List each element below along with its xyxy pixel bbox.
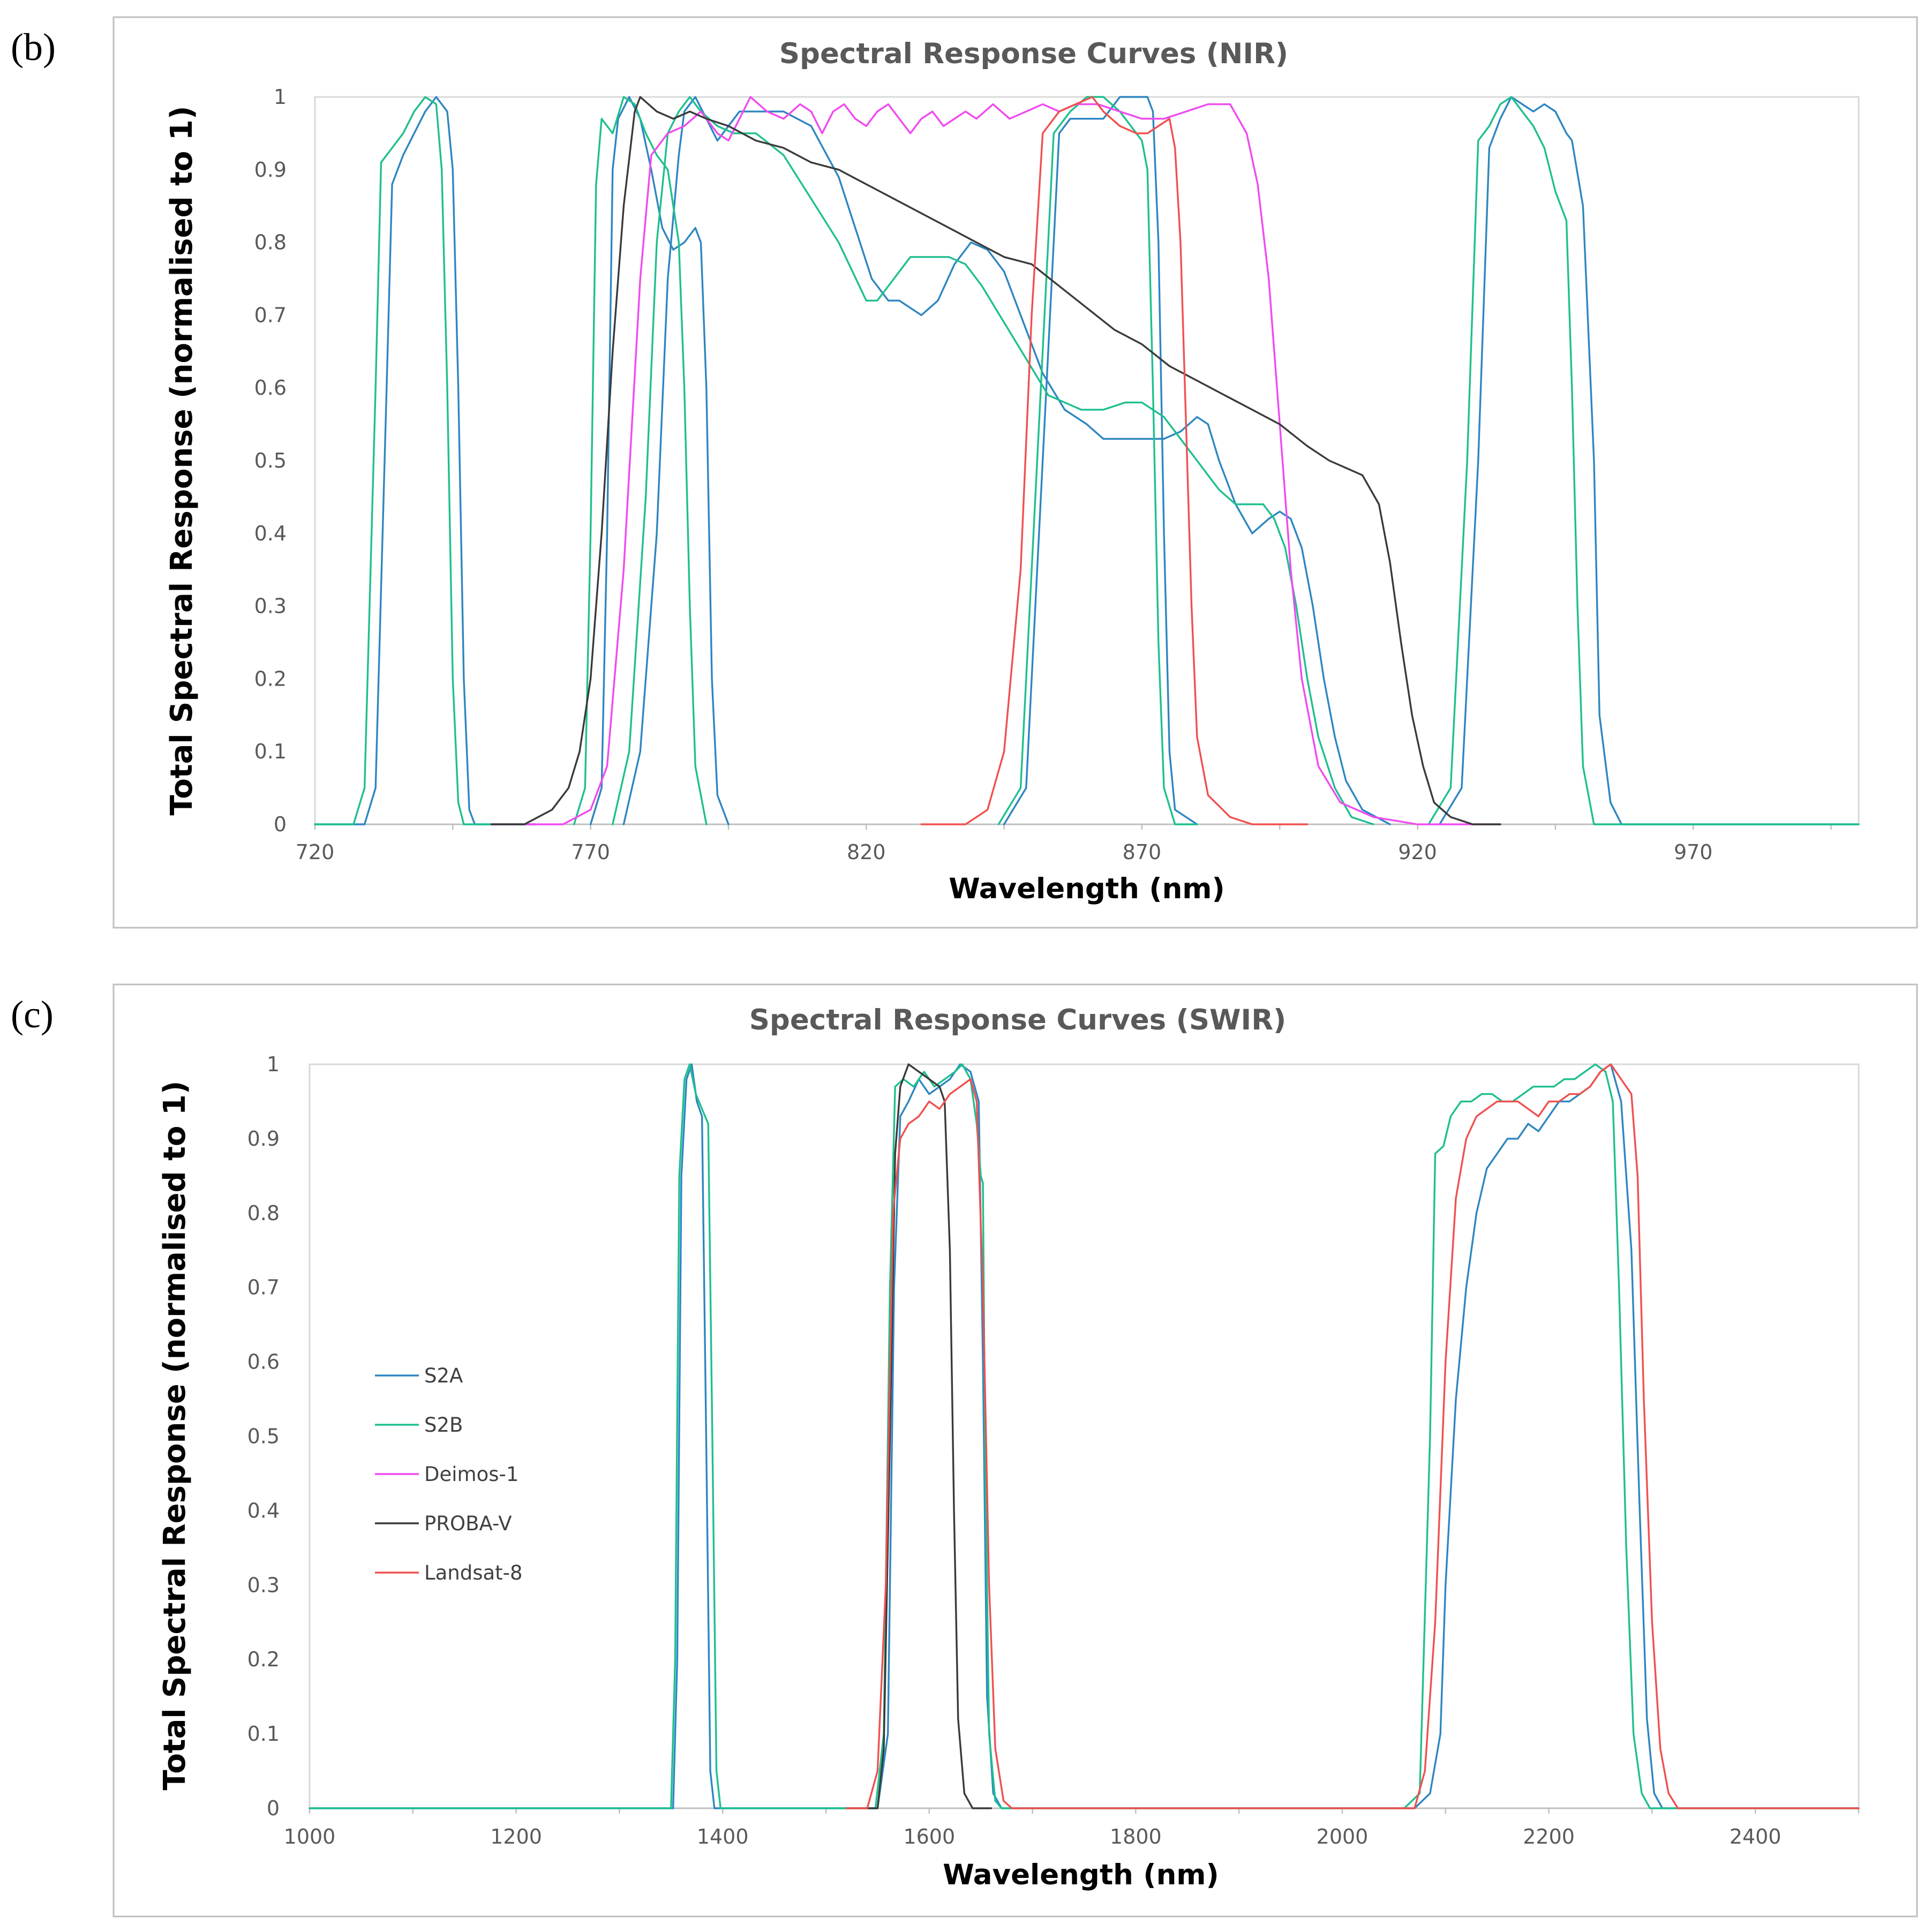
nir-x-tick-label: 770 — [571, 840, 610, 864]
swir-series-s2b — [309, 1063, 1860, 1809]
nir-chart-title: Spectral Response Curves (NIR) — [779, 37, 1288, 70]
legend-label-s2a: S2A — [424, 1364, 463, 1387]
swir-x-tick-label: 1000 — [284, 1825, 336, 1848]
nir-x-tick-label: 920 — [1398, 840, 1437, 864]
swir-x-tick-label: 1200 — [490, 1825, 542, 1848]
swir-y-tick-label: 0.5 — [247, 1425, 280, 1448]
nir-series-s2a — [622, 96, 1391, 825]
swir-y-tick-label: 0.4 — [247, 1499, 280, 1522]
swir-series-landsat-8 — [845, 1063, 1860, 1809]
swir-chart-frame — [112, 983, 1918, 1918]
swir-y-tick-label: 0.2 — [247, 1648, 280, 1671]
nir-series-s2a — [314, 96, 537, 825]
swir-x-tick-label: 2200 — [1523, 1825, 1575, 1848]
nir-y-tick-label: 0.1 — [254, 740, 287, 763]
swir-series — [309, 1063, 1860, 1809]
nir-y-tick-label: 0.7 — [254, 303, 287, 327]
swir-y-axis-title: Total Spectral Response (normalised to 1… — [157, 1081, 192, 1791]
swir-y-tick-label: 0.9 — [247, 1127, 280, 1151]
swir-x-tick-label: 2400 — [1730, 1825, 1781, 1848]
nir-series-s2b — [997, 96, 1198, 825]
nir-y-tick-label: 0 — [274, 813, 287, 836]
nir-series-s2b — [573, 96, 708, 825]
nir-series-s2a — [1439, 96, 1860, 825]
swir-y-tick-label: 0.7 — [247, 1276, 280, 1299]
nir-x-tick-label: 820 — [847, 840, 886, 864]
nir-y-tick-label: 0.6 — [254, 376, 287, 400]
swir-y-tick-label: 1 — [267, 1053, 280, 1076]
swir-chart-title: Spectral Response Curves (SWIR) — [749, 1004, 1287, 1036]
swir-y-tick-label: 0.3 — [247, 1573, 280, 1597]
legend: S2A S2B Deimos-1 PROBA-V Landsat-8 — [375, 1364, 523, 1584]
nir-ticks: 0 0.1 0.2 0.3 0.4 0.5 0.6 0.7 0.8 0.9 1 720 770 820 87… — [254, 85, 1832, 864]
nir-series — [314, 96, 1860, 825]
nir-series-landsat-8 — [920, 96, 1309, 825]
nir-series-s2b — [1427, 96, 1860, 825]
nir-x-tick-label: 870 — [1123, 840, 1162, 864]
nir-y-tick-label: 0.3 — [254, 595, 287, 618]
legend-label-proba-v: PROBA-V — [424, 1512, 512, 1535]
nir-y-tick-label: 0.8 — [254, 231, 287, 254]
nir-series-s2b — [314, 96, 537, 825]
nir-y-axis-title: Total Spectral Response (normalised to 1… — [164, 106, 199, 816]
swir-x-axis-title: Wavelength (nm) — [943, 1859, 1219, 1891]
swir-y-tick-label: 0.8 — [247, 1201, 280, 1225]
nir-y-tick-label: 0.2 — [254, 667, 287, 690]
nir-y-tick-label: 0.5 — [254, 449, 287, 472]
swir-x-tick-label: 1600 — [903, 1825, 955, 1848]
swir-x-tick-label: 1800 — [1110, 1825, 1162, 1848]
panel-label-c: (c) — [11, 993, 54, 1036]
nir-y-tick-label: 1 — [274, 85, 287, 109]
nir-x-tick-label: 970 — [1674, 840, 1713, 864]
panel-label-b: (b) — [11, 26, 56, 69]
swir-x-tick-label: 2000 — [1317, 1825, 1369, 1848]
nir-series-s2a — [589, 96, 730, 825]
nir-chart-frame — [112, 16, 1918, 929]
nir-x-tick-label: 720 — [296, 840, 335, 864]
swir-x-tick-label: 1400 — [697, 1825, 749, 1848]
legend-label-deimos-1: Deimos-1 — [424, 1463, 518, 1486]
nir-x-axis-title: Wavelength (nm) — [949, 873, 1225, 905]
swir-y-tick-label: 0 — [267, 1796, 280, 1820]
nir-y-tick-label: 0.4 — [254, 522, 287, 545]
swir-y-tick-label: 0.1 — [247, 1722, 280, 1746]
legend-label-s2b: S2B — [424, 1414, 463, 1437]
nir-series-s2a — [1003, 96, 1198, 825]
nir-y-tick-label: 0.9 — [254, 158, 287, 182]
nir-series-proba-v — [490, 96, 1501, 825]
swir-y-tick-label: 0.6 — [247, 1350, 280, 1374]
swir-series-proba-v — [845, 1063, 993, 1809]
legend-label-landsat-8: Landsat-8 — [424, 1561, 523, 1584]
swir-ticks: 0 0.1 0.2 0.3 0.4 0.5 0.6 0.7 0.8 0.9 1 1000 1200 140… — [247, 1053, 1860, 1848]
